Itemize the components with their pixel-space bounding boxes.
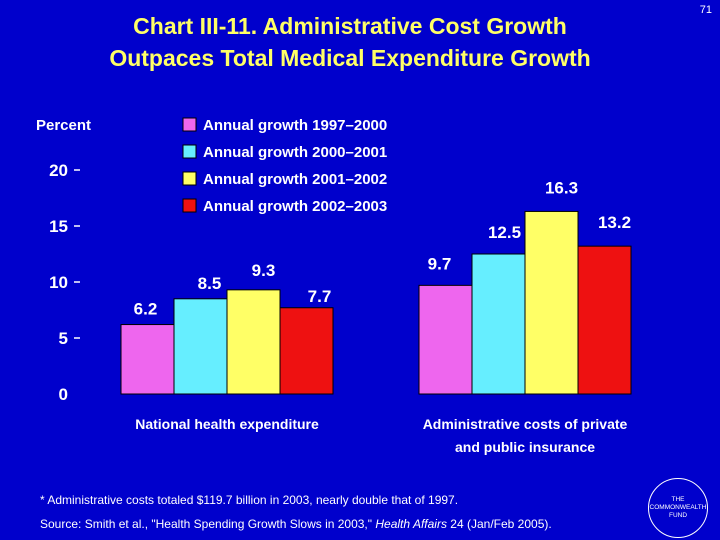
slide-number: 71 [699, 4, 712, 16]
bar [120, 324, 175, 395]
y-tick-label: 0 [59, 385, 68, 404]
source-citation: Source: Smith et al., "Health Spending G… [40, 517, 552, 531]
title-line-1: Chart III-11. Administrative Cost Growth [133, 13, 567, 39]
category-label: Administrative costs of private [423, 416, 628, 432]
data-label: 12.5 [488, 223, 521, 242]
legend-swatch [182, 117, 197, 132]
y-axis-label: Percent [36, 117, 92, 134]
y-tick-label: 5 [59, 329, 68, 348]
legend-swatch [182, 144, 197, 159]
bar [418, 284, 473, 395]
data-label: 8.5 [198, 274, 222, 293]
legend-label: Annual growth 2001–2002 [203, 171, 387, 188]
y-tick-label: 10 [49, 273, 68, 292]
data-label: 9.7 [428, 254, 452, 273]
data-label: 13.2 [598, 213, 631, 232]
legend-label: Annual growth 2002–2003 [203, 198, 387, 215]
chart-title: Chart III-11. Administrative Cost Growth… [0, 10, 700, 74]
legend-swatch [182, 171, 197, 186]
bar [226, 289, 281, 395]
legend-label: Annual growth 2000–2001 [203, 144, 387, 161]
footnote: * Administrative costs totaled $119.7 bi… [40, 493, 459, 507]
logo-line-1: THE [671, 496, 685, 503]
data-label: 16.3 [545, 178, 578, 197]
category-label: and public insurance [455, 439, 595, 455]
legend-swatch [182, 198, 197, 213]
logo-line-3: FUND [668, 512, 688, 519]
bar [524, 210, 579, 395]
legend-label: Annual growth 1997–2000 [203, 117, 387, 134]
source-suffix: 24 (Jan/Feb 2005). [446, 517, 552, 531]
title-line-2: Outpaces Total Medical Expenditure Growt… [109, 45, 591, 71]
logo-line-2: COMMONWEALTH [649, 504, 707, 511]
bar [173, 298, 228, 395]
commonwealth-fund-logo: THE COMMONWEALTH FUND [648, 478, 708, 538]
bar [577, 245, 632, 395]
source-prefix: Source: Smith et al., "Health Spending G… [40, 517, 376, 531]
data-label: 7.7 [308, 287, 332, 306]
bar [279, 307, 334, 395]
source-journal: Health Affairs [375, 517, 447, 531]
data-label: 9.3 [252, 261, 276, 280]
y-tick-label: 15 [49, 217, 68, 236]
data-label: 6.2 [134, 300, 158, 319]
category-label: National health expenditure [135, 416, 319, 432]
y-tick-label: 20 [49, 161, 68, 180]
bar [471, 253, 526, 395]
